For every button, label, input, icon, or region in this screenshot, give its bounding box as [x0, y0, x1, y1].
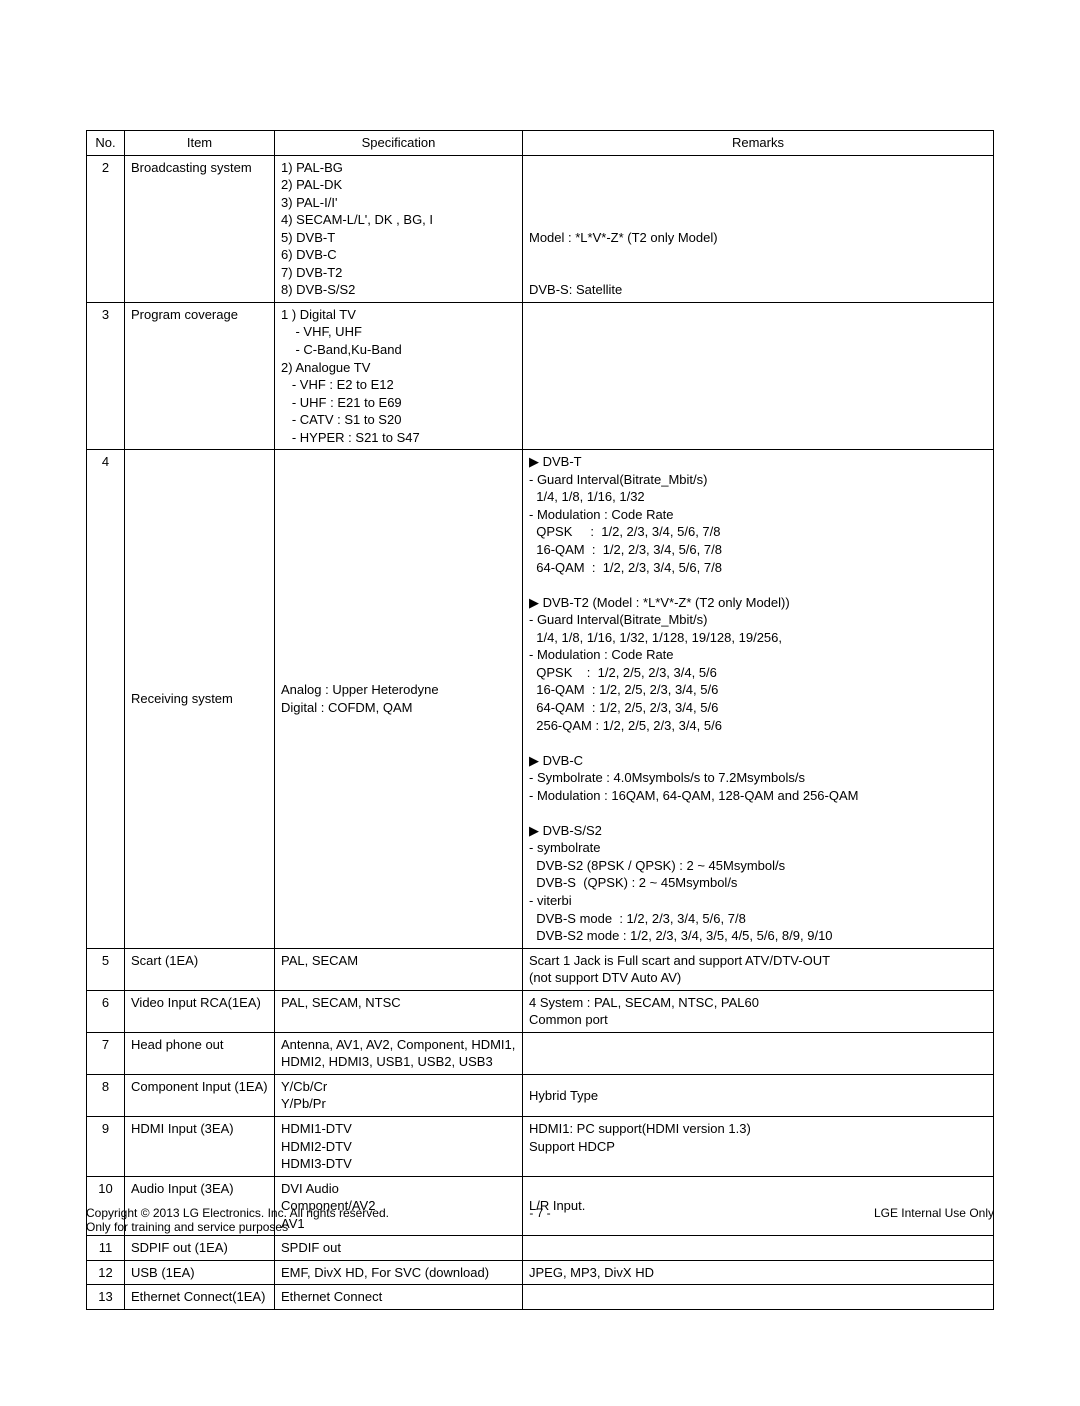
cell-remarks: JPEG, MP3, DivX HD — [523, 1260, 994, 1285]
cell-spec: 1 ) Digital TV - VHF, UHF - C-Band,Ku-Ba… — [275, 302, 523, 449]
table-row: 2Broadcasting system1) PAL-BG 2) PAL-DK … — [87, 155, 994, 302]
table-row: 4Receiving systemAnalog : Upper Heterody… — [87, 450, 994, 948]
cell-spec: PAL, SECAM — [275, 948, 523, 990]
cell-remarks: Scart 1 Jack is Full scart and support A… — [523, 948, 994, 990]
cell-spec: Analog : Upper Heterodyne Digital : COFD… — [275, 450, 523, 948]
cell-no: 13 — [87, 1285, 125, 1310]
cell-remarks — [523, 1285, 994, 1310]
cell-remarks: 4 System : PAL, SECAM, NTSC, PAL60 Commo… — [523, 990, 994, 1032]
table-row: 3Program coverage1 ) Digital TV - VHF, U… — [87, 302, 994, 449]
cell-item: SDPIF out (1EA) — [125, 1236, 275, 1261]
footer-page-number: - 7 - — [86, 1206, 994, 1220]
cell-spec: EMF, DivX HD, For SVC (download) — [275, 1260, 523, 1285]
spec-table: No. Item Specification Remarks 2Broadcas… — [86, 130, 994, 1310]
cell-no: 2 — [87, 155, 125, 302]
cell-item: Receiving system — [125, 450, 275, 948]
table-row: 8Component Input (1EA)Y/Cb/Cr Y/Pb/PrHyb… — [87, 1074, 994, 1116]
footer-right: LGE Internal Use Only — [874, 1206, 994, 1220]
spec-table-body: 2Broadcasting system1) PAL-BG 2) PAL-DK … — [87, 155, 994, 1309]
header-spec: Specification — [275, 131, 523, 156]
cell-spec: Ethernet Connect — [275, 1285, 523, 1310]
cell-item: HDMI Input (3EA) — [125, 1116, 275, 1176]
cell-no: 3 — [87, 302, 125, 449]
page: No. Item Specification Remarks 2Broadcas… — [0, 0, 1080, 1406]
cell-remarks — [523, 1032, 994, 1074]
cell-spec: PAL, SECAM, NTSC — [275, 990, 523, 1032]
cell-no: 12 — [87, 1260, 125, 1285]
cell-item: Video Input RCA(1EA) — [125, 990, 275, 1032]
cell-spec: SPDIF out — [275, 1236, 523, 1261]
table-row: 12USB (1EA)EMF, DivX HD, For SVC (downlo… — [87, 1260, 994, 1285]
cell-item: Component Input (1EA) — [125, 1074, 275, 1116]
table-row: 11SDPIF out (1EA)SPDIF out — [87, 1236, 994, 1261]
cell-remarks: Hybrid Type — [523, 1074, 994, 1116]
cell-spec: HDMI1-DTV HDMI2-DTV HDMI3-DTV — [275, 1116, 523, 1176]
cell-no: 4 — [87, 450, 125, 948]
cell-item: Scart (1EA) — [125, 948, 275, 990]
cell-item: Ethernet Connect(1EA) — [125, 1285, 275, 1310]
cell-no: 9 — [87, 1116, 125, 1176]
cell-item: Head phone out — [125, 1032, 275, 1074]
cell-item: Program coverage — [125, 302, 275, 449]
cell-no: 6 — [87, 990, 125, 1032]
cell-no: 7 — [87, 1032, 125, 1074]
table-row: 7Head phone outAntenna, AV1, AV2, Compon… — [87, 1032, 994, 1074]
cell-item: Broadcasting system — [125, 155, 275, 302]
cell-remarks — [523, 1236, 994, 1261]
table-row: 5Scart (1EA)PAL, SECAMScart 1 Jack is Fu… — [87, 948, 994, 990]
cell-no: 5 — [87, 948, 125, 990]
cell-remarks: HDMI1: PC support(HDMI version 1.3) Supp… — [523, 1116, 994, 1176]
spec-table-head: No. Item Specification Remarks — [87, 131, 994, 156]
cell-remarks — [523, 302, 994, 449]
table-row: 13Ethernet Connect(1EA)Ethernet Connect — [87, 1285, 994, 1310]
cell-spec: Antenna, AV1, AV2, Component, HDMI1, HDM… — [275, 1032, 523, 1074]
cell-remarks: Model : *L*V*-Z* (T2 only Model) DVB-S: … — [523, 155, 994, 302]
header-remarks: Remarks — [523, 131, 994, 156]
cell-no: 8 — [87, 1074, 125, 1116]
table-row: 6Video Input RCA(1EA)PAL, SECAM, NTSC4 S… — [87, 990, 994, 1032]
purpose-line: Only for training and service purposes — [86, 1220, 389, 1234]
cell-spec: 1) PAL-BG 2) PAL-DK 3) PAL-I/I' 4) SECAM… — [275, 155, 523, 302]
header-no: No. — [87, 131, 125, 156]
table-row: 9HDMI Input (3EA)HDMI1-DTV HDMI2-DTV HDM… — [87, 1116, 994, 1176]
cell-spec: Y/Cb/Cr Y/Pb/Pr — [275, 1074, 523, 1116]
header-item: Item — [125, 131, 275, 156]
cell-item: USB (1EA) — [125, 1260, 275, 1285]
cell-remarks: ▶ DVB-T - Guard Interval(Bitrate_Mbit/s)… — [523, 450, 994, 948]
header-row: No. Item Specification Remarks — [87, 131, 994, 156]
cell-no: 11 — [87, 1236, 125, 1261]
